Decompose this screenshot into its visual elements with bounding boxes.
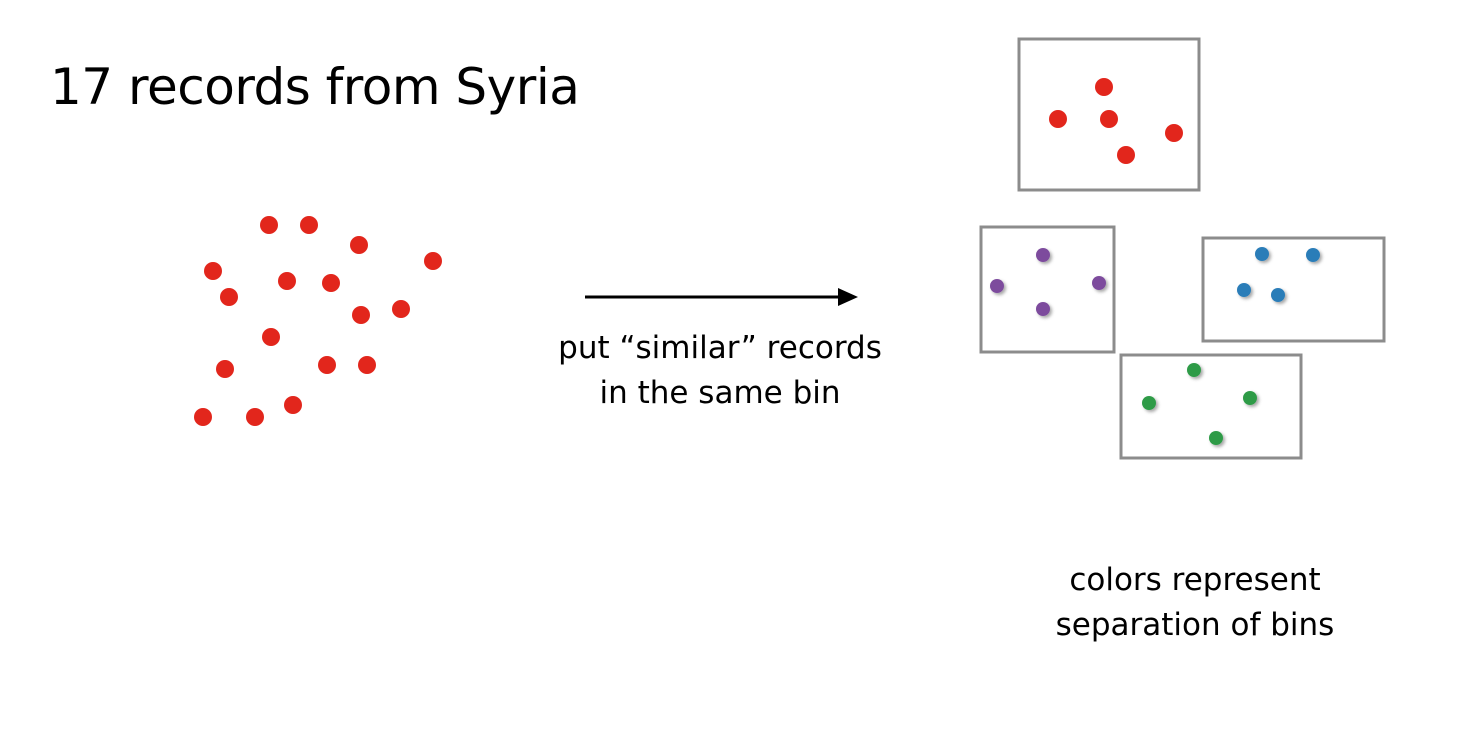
record-dot xyxy=(262,328,280,346)
record-dot xyxy=(300,216,318,234)
record-dot xyxy=(194,408,212,426)
bin-blue xyxy=(1201,236,1386,343)
record-dot xyxy=(322,274,340,292)
page-title: 17 records from Syria xyxy=(50,58,580,116)
record-dot xyxy=(220,288,238,306)
record-dot xyxy=(1255,247,1269,261)
record-dot xyxy=(1036,248,1050,262)
record-dot xyxy=(1095,78,1113,96)
record-dot xyxy=(1100,110,1118,128)
record-dot xyxy=(1092,276,1106,290)
record-dot xyxy=(1117,146,1135,164)
record-dot xyxy=(1237,283,1251,297)
record-dot xyxy=(216,360,234,378)
record-dot xyxy=(1243,391,1257,405)
record-dot xyxy=(260,216,278,234)
record-dot xyxy=(358,356,376,374)
record-dot xyxy=(1271,288,1285,302)
bin-box xyxy=(1017,37,1201,192)
record-dot xyxy=(1142,396,1156,410)
bin-green xyxy=(1119,353,1303,460)
record-dot xyxy=(1165,124,1183,142)
record-dot xyxy=(246,408,264,426)
bin-box xyxy=(1119,353,1303,460)
record-dot xyxy=(392,300,410,318)
record-dot xyxy=(1209,431,1223,445)
bin-purple xyxy=(979,225,1116,354)
record-dot xyxy=(350,236,368,254)
record-dot xyxy=(284,396,302,414)
record-dot xyxy=(1306,248,1320,262)
arrow-caption-line: in the same bin xyxy=(599,375,841,411)
record-dot xyxy=(1036,302,1050,316)
record-dot xyxy=(204,262,222,280)
record-dot xyxy=(990,279,1004,293)
bin-box xyxy=(979,225,1116,354)
arrow-caption-line: put “similar” records xyxy=(558,330,882,366)
legend-caption-line: separation of bins xyxy=(1055,607,1335,643)
record-dot xyxy=(1187,363,1201,377)
bin-box xyxy=(1201,236,1386,343)
record-dot xyxy=(318,356,336,374)
record-dot xyxy=(1049,110,1067,128)
right-arrow-icon xyxy=(585,288,858,306)
record-dot xyxy=(352,306,370,324)
legend-caption-line: colors represent xyxy=(1069,562,1321,598)
record-dot xyxy=(278,272,296,290)
unbinned-records xyxy=(194,216,442,426)
record-dot xyxy=(424,252,442,270)
bin-red xyxy=(1017,37,1201,192)
arrow-caption: put “similar” records in the same bin xyxy=(530,326,910,416)
legend-caption: colors represent separation of bins xyxy=(1020,558,1370,648)
